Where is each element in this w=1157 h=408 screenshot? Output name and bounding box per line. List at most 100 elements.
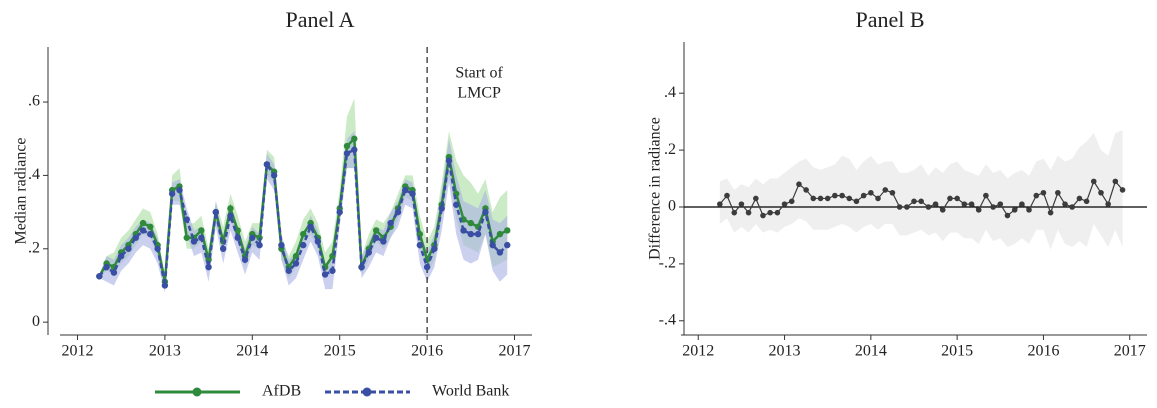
data-point bbox=[504, 227, 511, 234]
data-point bbox=[219, 245, 227, 252]
data-point bbox=[853, 198, 860, 205]
data-point bbox=[1112, 178, 1119, 185]
data-point bbox=[300, 241, 307, 249]
legend-label: AfDB bbox=[262, 383, 301, 400]
data-point bbox=[234, 234, 241, 241]
data-point bbox=[1105, 201, 1111, 207]
data-point bbox=[918, 198, 924, 205]
data-point bbox=[453, 201, 460, 208]
data-point bbox=[482, 208, 489, 216]
data-point bbox=[380, 238, 387, 245]
x-tick-label: 2017 bbox=[1114, 343, 1146, 360]
x-tick-label: 2015 bbox=[941, 343, 973, 360]
data-point bbox=[911, 198, 917, 205]
y-tick-label: -.4 bbox=[659, 311, 676, 328]
data-point bbox=[409, 190, 416, 197]
data-point bbox=[147, 223, 154, 230]
data-point bbox=[183, 216, 190, 223]
data-point bbox=[817, 195, 824, 202]
data-point bbox=[889, 189, 896, 196]
data-point bbox=[445, 157, 453, 164]
data-point bbox=[256, 241, 263, 249]
data-point bbox=[292, 260, 300, 267]
data-point bbox=[983, 192, 989, 199]
data-point bbox=[753, 195, 759, 202]
data-point bbox=[1055, 189, 1061, 196]
data-point bbox=[190, 238, 198, 245]
data-point bbox=[431, 245, 438, 252]
data-point bbox=[760, 212, 766, 219]
y-tick-label: -.2 bbox=[659, 255, 676, 272]
data-point bbox=[139, 227, 147, 234]
annotation-text: Start of bbox=[455, 65, 503, 82]
data-point bbox=[154, 245, 161, 252]
data-point bbox=[860, 192, 867, 199]
data-point bbox=[474, 230, 482, 238]
data-point bbox=[227, 205, 234, 212]
data-point bbox=[198, 227, 205, 234]
data-point bbox=[839, 192, 845, 199]
data-point bbox=[1033, 192, 1040, 199]
y-tick-label: 0 bbox=[32, 313, 40, 330]
data-point bbox=[1069, 204, 1075, 210]
x-tick-label: 2014 bbox=[855, 343, 887, 360]
data-point bbox=[1119, 187, 1126, 193]
y-axis-label: Median radiance bbox=[13, 137, 30, 244]
data-point bbox=[329, 267, 336, 274]
data-point bbox=[882, 187, 889, 193]
data-point bbox=[307, 223, 314, 230]
data-point bbox=[788, 198, 795, 205]
data-point bbox=[365, 249, 373, 256]
data-point bbox=[372, 227, 380, 234]
data-point bbox=[824, 195, 831, 202]
data-point bbox=[263, 161, 271, 168]
data-point bbox=[975, 207, 982, 213]
panel-title: Panel B bbox=[855, 7, 924, 32]
data-point bbox=[1019, 201, 1025, 207]
panel-title: Panel A bbox=[285, 7, 354, 32]
y-axis-label: Difference in radiance bbox=[647, 117, 664, 260]
data-point bbox=[489, 241, 496, 249]
y-tick-label: .4 bbox=[28, 166, 40, 183]
data-point bbox=[394, 208, 402, 216]
data-point bbox=[925, 204, 932, 210]
x-tick-label: 2016 bbox=[1027, 343, 1059, 360]
data-point bbox=[896, 204, 903, 210]
data-point bbox=[1026, 207, 1032, 213]
data-point bbox=[467, 219, 475, 227]
data-point bbox=[423, 263, 431, 271]
data-point bbox=[117, 252, 125, 260]
data-point bbox=[336, 208, 343, 216]
data-point bbox=[278, 241, 285, 249]
y-tick-label: 0 bbox=[668, 198, 676, 215]
data-point bbox=[358, 263, 365, 271]
data-point bbox=[321, 271, 329, 278]
data-point bbox=[147, 230, 154, 238]
data-point bbox=[1040, 189, 1047, 196]
data-point bbox=[198, 234, 205, 241]
data-point bbox=[724, 192, 730, 199]
data-point bbox=[176, 186, 183, 194]
data-point bbox=[241, 256, 249, 263]
data-point bbox=[968, 201, 975, 207]
data-point bbox=[103, 263, 110, 271]
data-point bbox=[139, 219, 147, 227]
data-point bbox=[227, 212, 234, 219]
y-tick-label: .6 bbox=[28, 93, 40, 110]
data-point bbox=[234, 227, 241, 234]
data-point bbox=[731, 209, 738, 216]
data-point bbox=[110, 269, 118, 276]
data-point bbox=[803, 187, 809, 193]
data-point bbox=[496, 230, 504, 238]
data-point bbox=[990, 204, 996, 210]
data-point bbox=[402, 186, 409, 194]
data-point bbox=[285, 267, 292, 274]
confidence-band bbox=[99, 131, 508, 293]
data-point bbox=[997, 201, 1004, 207]
data-point bbox=[774, 209, 781, 216]
data-point bbox=[1047, 209, 1054, 216]
data-point bbox=[781, 201, 788, 207]
data-point bbox=[416, 241, 424, 249]
data-point bbox=[351, 135, 358, 142]
